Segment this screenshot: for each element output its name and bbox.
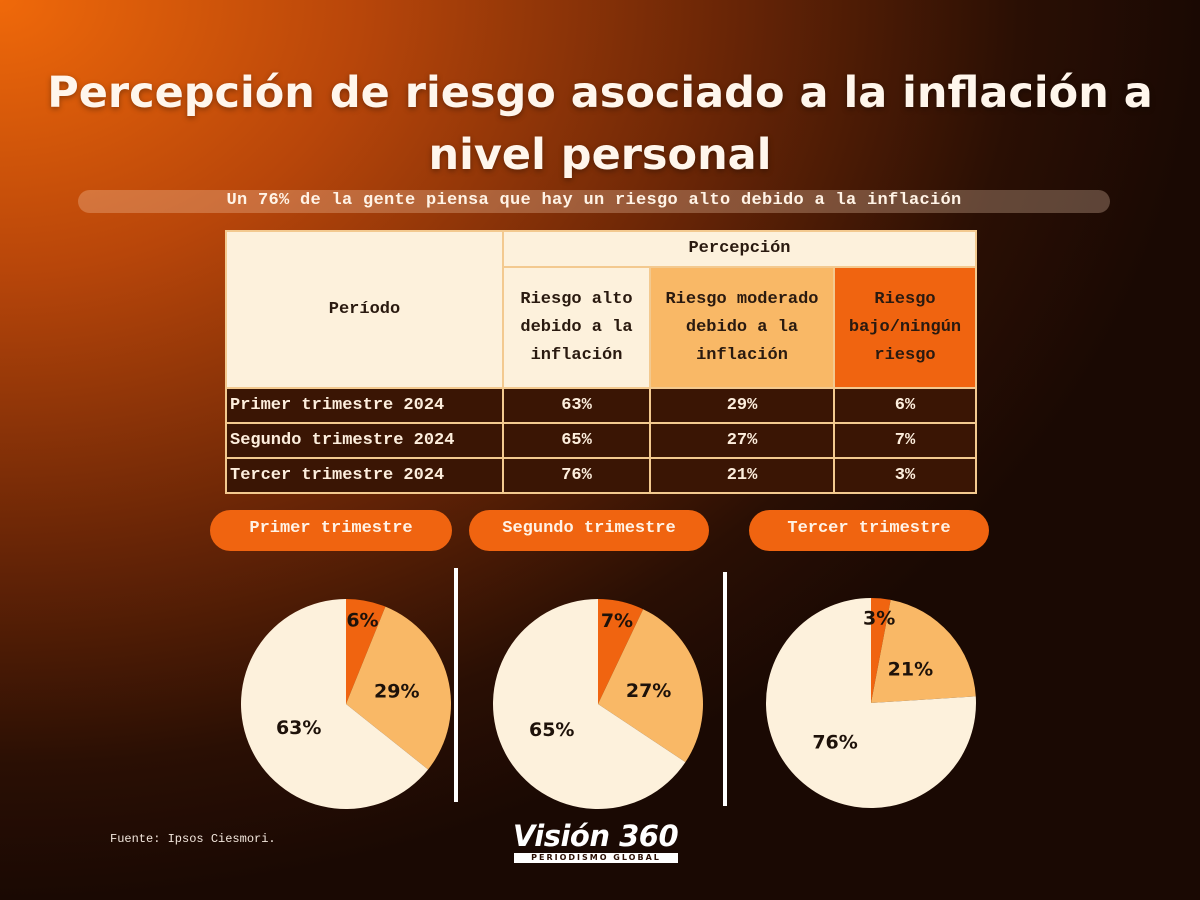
cell-alto: 63% [502, 387, 651, 424]
row-period: Tercer trimestre 2024 [225, 457, 504, 494]
pie-slice-riesgo-moderado [598, 609, 703, 763]
pie-title-primer-trimestre: Primer trimestre [210, 510, 452, 551]
subtitle: Un 76% de la gente piensa que hay un rie… [226, 191, 962, 210]
pie-slice-riesgo-alto [492, 599, 686, 809]
pie-slice-riesgo-moderado [871, 599, 976, 703]
pie-title-tercer-trimestre: Tercer trimestre [749, 510, 989, 551]
row-period: Primer trimestre 2024 [225, 387, 504, 424]
cell-alto: 76% [502, 457, 651, 494]
column-header-riesgo-alto: Riesgo alto debido a la inflación [502, 266, 651, 389]
pie-label-riesgo-alto: 76% [812, 731, 857, 753]
cell-bajo: 7% [833, 422, 977, 459]
pie-label-riesgo-moderado: 27% [626, 680, 671, 702]
cell-moderado: 21% [649, 457, 835, 494]
table-row: Primer trimestre 2024 63% 29% 6% [225, 387, 977, 424]
perception-header: Percepción [502, 230, 977, 268]
divider [723, 572, 727, 806]
logo-name: Visión 360 [512, 819, 679, 853]
pie-chart-primer-trimestre: 6% 29% 63% [241, 599, 451, 809]
logo-underline [514, 853, 678, 863]
cell-alto: 65% [502, 422, 651, 459]
page-title: Percepción de riesgo asociado a la infla… [47, 68, 1153, 180]
cell-moderado: 29% [649, 387, 835, 424]
column-header-riesgo-moderado: Riesgo moderado debido a la inflación [649, 266, 835, 389]
subtitle-banner [78, 190, 1110, 213]
logo: Visión 360 PERIODISMO GLOBAL [508, 818, 683, 866]
source-note: Fuente: Ipsos Ciesmori. [110, 832, 276, 846]
pie-slice-riesgo-alto [241, 599, 429, 809]
pie-slice-riesgo-bajo [346, 599, 386, 704]
pie-slice-riesgo-alto [766, 598, 976, 808]
cell-moderado: 27% [649, 422, 835, 459]
pie-label-riesgo-alto: 65% [529, 719, 574, 741]
cell-bajo: 3% [833, 457, 977, 494]
pie-label-riesgo-moderado: 21% [888, 658, 933, 680]
pie-label-riesgo-bajo: 6% [346, 609, 378, 631]
pie-label-riesgo-alto: 63% [276, 717, 321, 739]
pie-slice-riesgo-bajo [871, 598, 891, 703]
pie-label-riesgo-bajo: 7% [601, 610, 633, 632]
table-row: Segundo trimestre 2024 65% 27% 7% [225, 422, 977, 459]
pie-slice-riesgo-moderado [346, 606, 451, 770]
divider [454, 568, 458, 802]
pie-title-segundo-trimestre: Segundo trimestre [469, 510, 709, 551]
period-header: Período [225, 230, 504, 389]
pie-label-riesgo-bajo: 3% [863, 607, 895, 629]
row-period: Segundo trimestre 2024 [225, 422, 504, 459]
column-header-riesgo-bajo: Riesgo bajo/ningún riesgo [833, 266, 977, 389]
logo-tagline: PERIODISMO GLOBAL [531, 853, 661, 862]
pie-chart-segundo-trimestre: 7% 27% 65% [492, 599, 703, 809]
table-row: Tercer trimestre 2024 76% 21% 3% [225, 457, 977, 494]
pie-label-riesgo-moderado: 29% [374, 681, 419, 703]
cell-bajo: 6% [833, 387, 977, 424]
pie-chart-tercer-trimestre: 3% 21% 76% [766, 598, 976, 808]
pie-slice-riesgo-bajo [598, 599, 644, 704]
data-table: Período Percepción Riesgo alto debido a … [225, 230, 977, 494]
